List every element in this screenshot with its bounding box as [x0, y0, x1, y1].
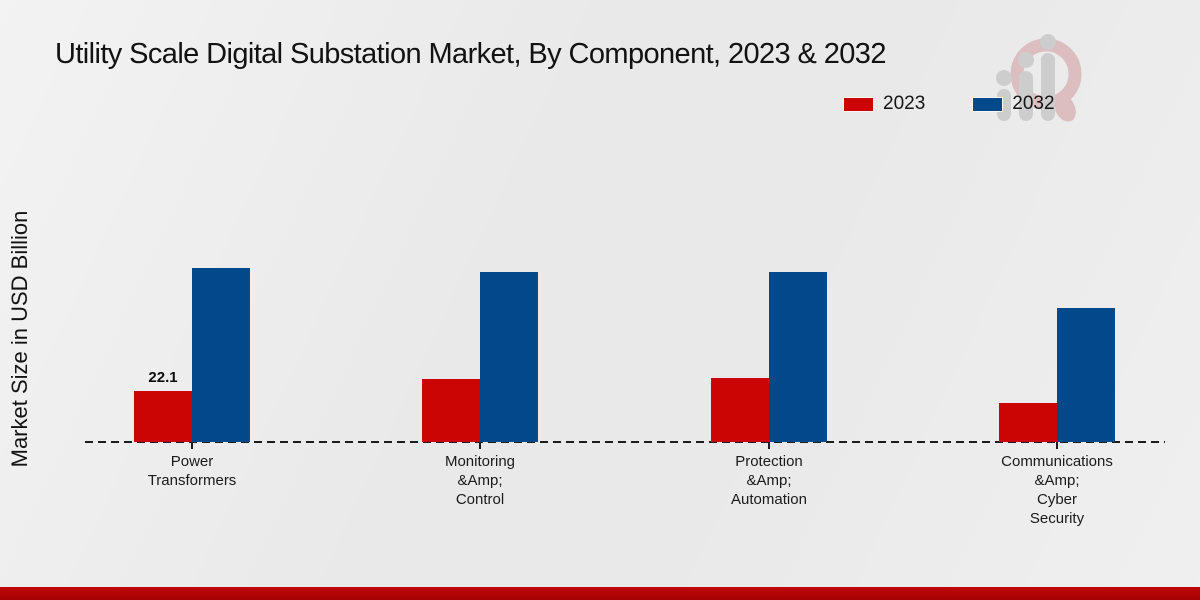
- x-axis-tick: [191, 442, 193, 449]
- market-research-future-watermark-logo: [996, 34, 1082, 122]
- bar-2032-power-transformers: [192, 268, 250, 442]
- category-label-monitoring-amp-control: Monitoring &Amp; Control: [444, 453, 516, 508]
- legend: 2023 2032: [843, 93, 1055, 115]
- legend-label: 2032: [1012, 93, 1055, 114]
- chart-title: Utility Scale Digital Substation Market,…: [55, 38, 886, 70]
- bar-2032-protection-amp-automation: [769, 272, 827, 442]
- x-axis-tick: [768, 442, 770, 449]
- x-axis-tick: [479, 442, 481, 449]
- x-axis-tick: [1056, 442, 1058, 449]
- bar-2032-monitoring-amp-control: [480, 272, 538, 442]
- bar-2023-protection-amp-automation: [711, 378, 769, 442]
- legend-item-2032: 2032: [972, 93, 1055, 115]
- bar-2023-communications-amp-cyber-security: [999, 403, 1057, 442]
- legend-item-2023: 2023: [843, 93, 925, 115]
- x-axis-baseline-dashed: [85, 441, 1165, 443]
- category-label-protection-amp-automation: Protection &Amp; Automation: [731, 453, 807, 508]
- bar-value-label: 22.1: [148, 369, 178, 386]
- watermark-figure-bars: [996, 34, 1056, 121]
- bar-2032-communications-amp-cyber-security: [1057, 308, 1115, 442]
- bottom-red-brand-band: [0, 587, 1200, 600]
- bar-2023-monitoring-amp-control: [422, 379, 480, 442]
- category-label-power-transformers: Power Transformers: [147, 453, 237, 489]
- watermark-red-swoosh: [1010, 38, 1082, 122]
- bar-2023-power-transformers: [134, 391, 192, 442]
- legend-label: 2023: [883, 93, 926, 114]
- legend-swatch-2023: [843, 96, 874, 112]
- legend-swatch-2032: [972, 96, 1004, 112]
- category-label-communications-amp-cyber-security: Communications &Amp; Cyber Security: [1001, 453, 1113, 527]
